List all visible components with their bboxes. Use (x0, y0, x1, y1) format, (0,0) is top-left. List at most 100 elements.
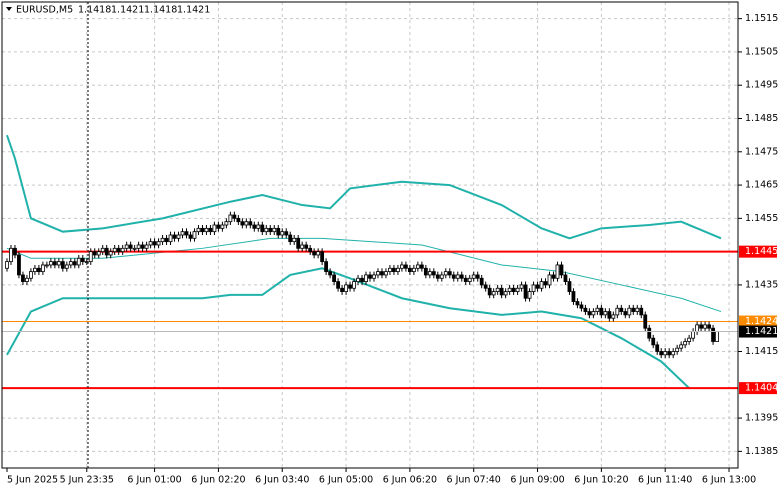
candle-body (423, 267, 428, 276)
candle-body (52, 261, 57, 266)
candle-body (495, 287, 500, 292)
candle-body (248, 221, 253, 226)
price-label: 1.1421 (745, 326, 778, 337)
candle-body (631, 307, 636, 312)
y-tick-label: 1.1505 (745, 46, 778, 57)
candle-body (68, 261, 73, 266)
candle-body (364, 274, 368, 283)
candle-body (33, 267, 37, 273)
candle-body (300, 244, 305, 249)
candle-body (396, 267, 400, 273)
candle-body (671, 351, 676, 356)
frame (1, 1, 739, 469)
candle-body (675, 347, 680, 352)
x-tick-label: 6 Jun 05:00 (319, 475, 373, 486)
candle-body (667, 351, 672, 356)
candle-body (128, 244, 133, 249)
candle-body (188, 234, 193, 239)
candle-body (17, 254, 21, 276)
candle-body (196, 227, 201, 233)
candle-body (595, 307, 600, 312)
candle-body (419, 264, 424, 269)
candle-body (44, 264, 49, 267)
candle-body (108, 251, 113, 256)
candle-body (527, 291, 532, 299)
quote-open: 1.1418 (78, 5, 111, 16)
x-tick-label: 6 Jun 09:00 (510, 475, 564, 486)
candle-body (64, 264, 69, 269)
menu-arrow[interactable] (6, 7, 12, 11)
candle-body (627, 307, 632, 316)
candle-body (555, 264, 560, 279)
candle-body (228, 214, 233, 223)
candle-body (184, 231, 189, 236)
candle-body (224, 221, 229, 226)
candle-body (21, 274, 25, 283)
candle-body (324, 261, 329, 273)
candle-body (272, 227, 277, 233)
candle-body (148, 241, 153, 246)
candle-body (25, 277, 29, 282)
candle-body (172, 234, 177, 239)
candle-body (136, 244, 141, 249)
candle-body (475, 274, 480, 279)
candle-body (415, 264, 420, 269)
candle-body (256, 224, 261, 229)
candle-body (264, 227, 269, 233)
candle-body (252, 224, 257, 229)
candle-body (479, 277, 484, 286)
candle-body (124, 244, 129, 249)
candle-body (216, 224, 221, 229)
candle-body (372, 274, 376, 279)
candle-body (407, 267, 412, 273)
level-label-bg (739, 382, 777, 395)
y-tick-label: 1.1455 (745, 213, 778, 224)
candle-body (200, 227, 205, 233)
candle-body (312, 251, 317, 256)
candle-body (144, 244, 149, 249)
candle-body (599, 307, 604, 316)
candle-body (563, 274, 568, 283)
candle-body (703, 324, 707, 329)
candle-body (156, 241, 161, 246)
symbol: EURUSD,M5 (16, 5, 73, 16)
x-tick-label: 6 Jun 07:40 (447, 475, 501, 486)
candle-body (60, 261, 65, 269)
level-label-bg (739, 315, 777, 328)
candle-body (400, 264, 404, 269)
candle-body (260, 224, 265, 233)
candle-body (483, 284, 488, 289)
candle-body (112, 247, 117, 253)
candle-body (404, 264, 408, 269)
candle-body (707, 324, 711, 329)
candle-body (571, 291, 576, 302)
candle-body (352, 281, 356, 289)
candle-body (332, 274, 336, 283)
candle-body (467, 277, 472, 282)
candle-body (659, 351, 664, 356)
candle-body (120, 247, 125, 253)
y-tick-label: 1.1485 (745, 113, 778, 124)
y-tick-label: 1.1435 (745, 279, 778, 290)
candle-body (539, 281, 544, 289)
candle-body (180, 231, 185, 236)
level-label: 1.1424 (745, 316, 778, 327)
candle-body (439, 274, 444, 279)
candle-body (431, 271, 436, 276)
candle-body (268, 227, 273, 233)
candle-body (76, 257, 81, 266)
candle-body (328, 271, 333, 276)
x-tick-label: 6 Jun 11:40 (638, 475, 692, 486)
quote-low: 1.1418 (144, 5, 177, 16)
candle-body (56, 261, 61, 266)
candle-body (619, 307, 624, 312)
candle-body (152, 241, 157, 246)
level-label-bg (739, 245, 777, 258)
candle-body (40, 264, 45, 273)
candle-body (487, 287, 492, 296)
candle-body (212, 224, 217, 233)
candle-body (499, 287, 504, 296)
candle-body (80, 257, 85, 263)
candle-body (463, 277, 468, 282)
